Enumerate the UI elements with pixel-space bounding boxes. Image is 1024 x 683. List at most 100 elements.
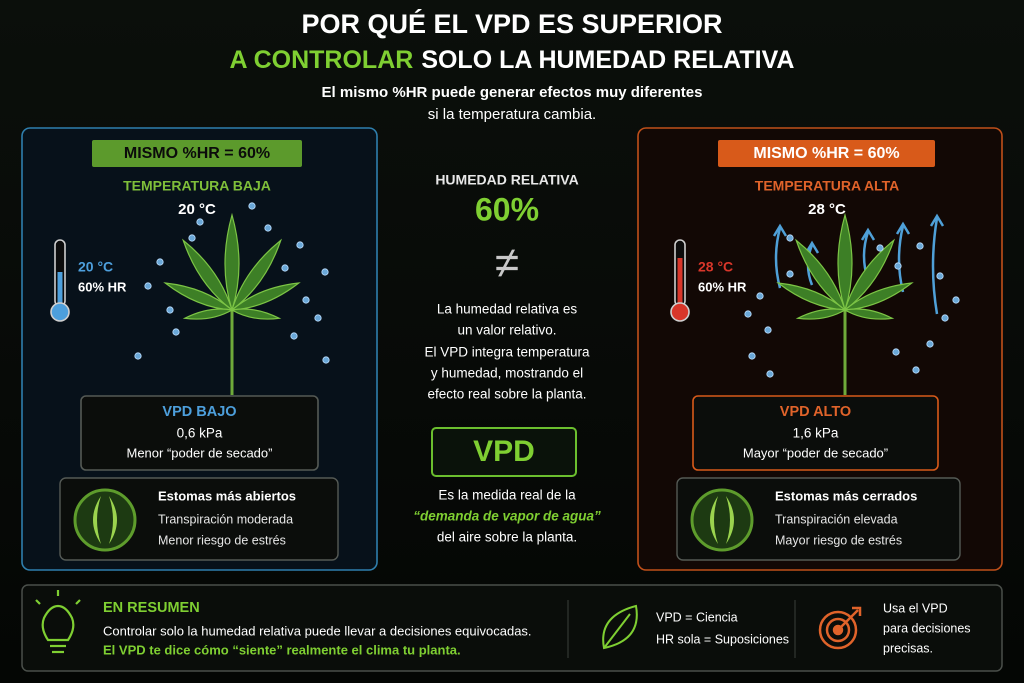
stomata-icon xyxy=(690,488,754,552)
vpd-label: VPD ALTO xyxy=(780,404,851,420)
temperature: 20 °C xyxy=(178,201,216,218)
droplet xyxy=(144,282,152,290)
summary-line-highlight: El VPD te dice cómo “siente” realmente e… xyxy=(103,642,461,657)
vpd-box xyxy=(692,395,939,471)
droplet xyxy=(936,272,944,280)
droplet xyxy=(322,356,330,364)
explanation-line: y humedad, mostrando el xyxy=(431,366,583,381)
droplet xyxy=(166,306,174,314)
heat-arrow-head xyxy=(804,240,820,254)
comparison: VPD = Ciencia xyxy=(656,610,738,624)
summary-title: EN RESUMEN xyxy=(103,600,200,616)
droplet xyxy=(281,264,289,272)
gauge-humidity: 60% HR xyxy=(698,279,747,294)
vpd-effect: Mayor “poder de secado” xyxy=(743,445,888,460)
heat-arrow xyxy=(931,217,939,315)
title-rest: SOLO LA HUMEDAD RELATIVA xyxy=(421,46,794,74)
subtitle: si la temperatura cambia. xyxy=(428,106,596,123)
temperature: 28 °C xyxy=(808,201,846,218)
title-highlight: A CONTROLAR xyxy=(230,46,414,74)
stomata-box xyxy=(676,477,961,561)
droplet xyxy=(912,366,920,374)
droplet xyxy=(786,270,794,278)
vpd-badge: VPD xyxy=(473,435,535,468)
droplet xyxy=(188,234,196,242)
right-panel: MISMO %HR = 60% TEMPERATURA ALTA 28 °C 28 °… xyxy=(637,127,1003,571)
left-panel: MISMO %HR = 60% TEMPERATURA BAJA 20 °C 20 °… xyxy=(21,127,378,571)
vpd-value: 0,6 kPa xyxy=(177,426,223,441)
bulb-icon xyxy=(35,590,81,654)
decoration xyxy=(825,617,851,643)
stomata-note: Menor riesgo de estrés xyxy=(158,533,286,547)
gauge-temperature: 20 °C xyxy=(78,259,113,275)
decoration xyxy=(75,599,81,605)
vpd-value: 1,6 kPa xyxy=(793,426,839,441)
badge-box xyxy=(92,140,302,167)
droplet xyxy=(894,262,902,270)
vpd-box xyxy=(80,395,319,471)
condition: TEMPERATURA ALTA xyxy=(755,178,899,194)
droplet xyxy=(196,218,204,226)
stomata-title: Estomas más abiertos xyxy=(158,488,296,503)
stomata-title: Estomas más cerrados xyxy=(775,488,917,503)
advice: precisas. xyxy=(883,641,933,655)
gauge-temperature: 28 °C xyxy=(698,259,733,275)
decoration xyxy=(41,604,75,642)
thermometer-bulb xyxy=(670,302,690,322)
droplet xyxy=(290,332,298,340)
badge-box xyxy=(718,140,935,167)
comparison: HR sola = Suposiciones xyxy=(656,632,789,646)
droplet xyxy=(952,296,960,304)
title: POR QUÉ EL VPD ES SUPERIOR xyxy=(301,8,722,39)
advice: Usa el VPD xyxy=(883,601,948,615)
advice: para decisiones xyxy=(883,621,971,635)
explanation-line: La humedad relativa es xyxy=(437,302,578,317)
droplet xyxy=(248,202,256,210)
droplet xyxy=(296,241,304,249)
center-explanation: La humedad relativa es un valor relativo.… xyxy=(424,302,590,402)
condition: TEMPERATURA BAJA xyxy=(123,178,271,194)
subtitle: El mismo %HR puede generar efectos muy d… xyxy=(322,84,703,101)
center-label: HUMEDAD RELATIVA xyxy=(435,172,578,188)
stomata-note: Transpiración elevada xyxy=(775,512,898,526)
vpd-badge-box xyxy=(431,427,577,477)
droplet xyxy=(756,292,764,300)
title-line-2: A CONTROLAR SOLO LA HUMEDAD RELATIVA xyxy=(230,46,795,74)
gauge-humidity: 60% HR xyxy=(78,279,127,294)
not-equal-symbol: ≠ xyxy=(495,239,519,288)
decoration xyxy=(839,609,859,629)
heat-arrow-head xyxy=(895,221,911,235)
footer-box xyxy=(21,584,1003,672)
thermometer-level xyxy=(57,272,63,306)
droplet xyxy=(764,326,772,334)
droplet xyxy=(766,370,774,378)
droplet xyxy=(786,234,794,242)
droplet xyxy=(156,258,164,266)
explanation-line: El VPD integra temperatura xyxy=(424,345,590,360)
badge: MISMO %HR = 60% xyxy=(124,145,270,162)
droplet xyxy=(264,224,272,232)
decoration xyxy=(602,604,638,650)
decoration xyxy=(603,613,631,649)
definition: Es la medida real de la xyxy=(438,488,576,503)
definition: del aire sobre la planta. xyxy=(437,530,577,545)
droplet xyxy=(892,348,900,356)
droplet xyxy=(926,340,934,348)
stomata-note: Mayor riesgo de estrés xyxy=(775,533,902,547)
explanation-line: efecto real sobre la planta. xyxy=(427,387,586,402)
definition-highlight: “demanda de vapor de agua” xyxy=(413,509,601,524)
badge: MISMO %HR = 60% xyxy=(753,145,899,162)
droplet xyxy=(941,314,949,322)
decoration xyxy=(35,599,41,605)
droplet xyxy=(876,244,884,252)
thermometer-level xyxy=(677,258,683,306)
stomata-icon xyxy=(73,488,137,552)
droplet xyxy=(748,352,756,360)
vpd-label: VPD BAJO xyxy=(162,404,236,420)
droplet xyxy=(314,314,322,322)
droplet xyxy=(134,352,142,360)
droplet xyxy=(302,296,310,304)
